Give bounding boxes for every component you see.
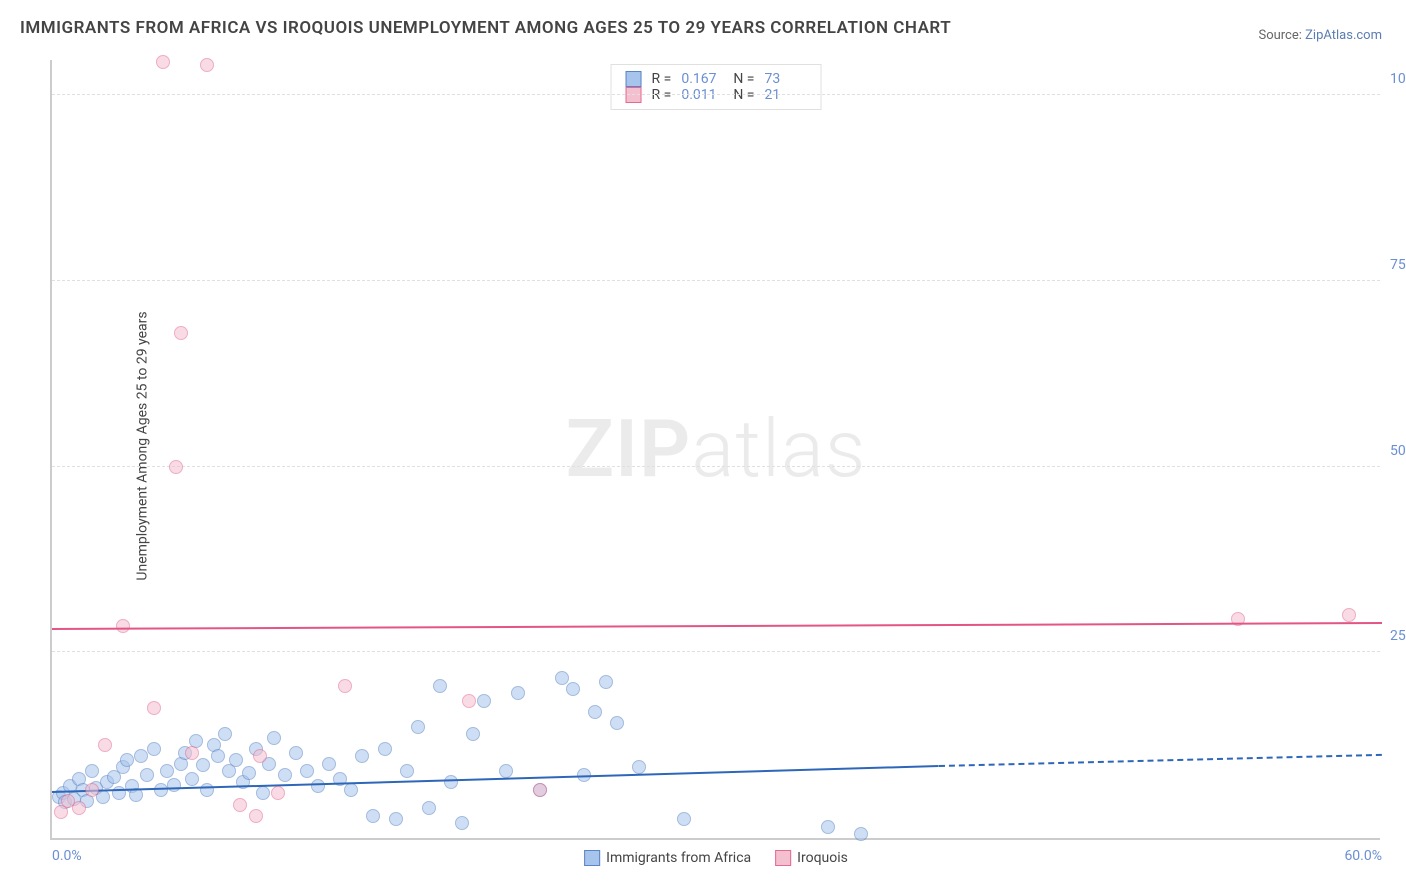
- data-point: [422, 801, 436, 815]
- data-point: [289, 746, 303, 760]
- legend-r-value: 0.167: [681, 71, 723, 87]
- data-point: [366, 809, 380, 823]
- source-link[interactable]: ZipAtlas.com: [1305, 28, 1382, 43]
- legend-swatch: [584, 850, 600, 866]
- data-point: [160, 764, 174, 778]
- data-point: [267, 731, 281, 745]
- data-point: [156, 55, 170, 69]
- data-point: [85, 764, 99, 778]
- gridline: [52, 94, 1380, 95]
- data-point: [462, 694, 476, 708]
- trend-line: [939, 754, 1382, 767]
- data-point: [211, 749, 225, 763]
- legend-n-value: 73: [764, 71, 806, 87]
- data-point: [300, 764, 314, 778]
- data-point: [169, 460, 183, 474]
- data-point: [466, 727, 480, 741]
- data-point: [72, 801, 86, 815]
- data-point: [588, 705, 602, 719]
- legend-series-name: Immigrants from Africa: [606, 850, 751, 866]
- data-point: [253, 749, 267, 763]
- series-legend: Immigrants from Africa Iroquois: [584, 850, 848, 866]
- data-point: [566, 682, 580, 696]
- data-point: [400, 764, 414, 778]
- data-point: [98, 738, 112, 752]
- data-point: [218, 727, 232, 741]
- data-point: [677, 812, 691, 826]
- chart-title: IMMIGRANTS FROM AFRICA VS IROQUOIS UNEMP…: [20, 18, 951, 38]
- legend-swatch: [775, 850, 791, 866]
- x-tick-label: 60.0%: [1344, 848, 1382, 864]
- source-prefix: Source:: [1258, 28, 1305, 43]
- data-point: [147, 701, 161, 715]
- data-point: [533, 783, 547, 797]
- trend-line: [52, 622, 1382, 630]
- y-tick-label: 75.0%: [1390, 257, 1406, 273]
- legend-item: Iroquois: [775, 850, 848, 866]
- y-tick-label: 100.0%: [1390, 71, 1406, 87]
- data-point: [278, 768, 292, 782]
- data-point: [242, 766, 256, 780]
- data-point: [271, 786, 285, 800]
- legend-series-name: Iroquois: [797, 850, 848, 866]
- data-point: [433, 679, 447, 693]
- data-point: [185, 746, 199, 760]
- data-point: [185, 772, 199, 786]
- data-point: [200, 58, 214, 72]
- legend-r-label: R =: [652, 71, 672, 87]
- legend-row: R = 0.167 N = 73: [626, 71, 807, 87]
- data-point: [120, 753, 134, 767]
- data-point: [249, 809, 263, 823]
- chart-plot-area: ZIPatlas R = 0.167N = 73R = 0.011N = 21 …: [50, 60, 1380, 840]
- gridline: [52, 280, 1380, 281]
- data-point: [256, 786, 270, 800]
- data-point: [821, 820, 835, 834]
- data-point: [632, 760, 646, 774]
- data-point: [233, 798, 247, 812]
- data-point: [229, 753, 243, 767]
- data-point: [599, 675, 613, 689]
- data-point: [174, 326, 188, 340]
- data-point: [378, 742, 392, 756]
- y-tick-label: 50.0%: [1390, 443, 1406, 459]
- x-tick-label: 0.0%: [52, 848, 82, 864]
- data-point: [1342, 608, 1356, 622]
- data-point: [511, 686, 525, 700]
- data-point: [116, 619, 130, 633]
- data-point: [322, 757, 336, 771]
- legend-n-label: N =: [733, 71, 754, 87]
- correlation-legend: R = 0.167N = 73R = 0.011N = 21: [611, 64, 822, 110]
- y-tick-label: 25.0%: [1390, 628, 1406, 644]
- data-point: [200, 783, 214, 797]
- data-point: [311, 779, 325, 793]
- data-point: [444, 775, 458, 789]
- legend-item: Immigrants from Africa: [584, 850, 751, 866]
- data-point: [499, 764, 513, 778]
- data-point: [555, 671, 569, 685]
- data-point: [477, 694, 491, 708]
- data-point: [610, 716, 624, 730]
- data-point: [854, 827, 868, 841]
- data-point: [455, 816, 469, 830]
- data-point: [355, 749, 369, 763]
- data-point: [389, 812, 403, 826]
- data-point: [344, 783, 358, 797]
- watermark: ZIPatlas: [566, 402, 867, 496]
- gridline: [52, 466, 1380, 467]
- gridline: [52, 651, 1380, 652]
- data-point: [140, 768, 154, 782]
- data-point: [411, 720, 425, 734]
- data-point: [338, 679, 352, 693]
- legend-swatch: [626, 71, 642, 87]
- data-point: [134, 749, 148, 763]
- source-attribution: Source: ZipAtlas.com: [1258, 28, 1382, 43]
- data-point: [85, 783, 99, 797]
- data-point: [147, 742, 161, 756]
- data-point: [196, 758, 210, 772]
